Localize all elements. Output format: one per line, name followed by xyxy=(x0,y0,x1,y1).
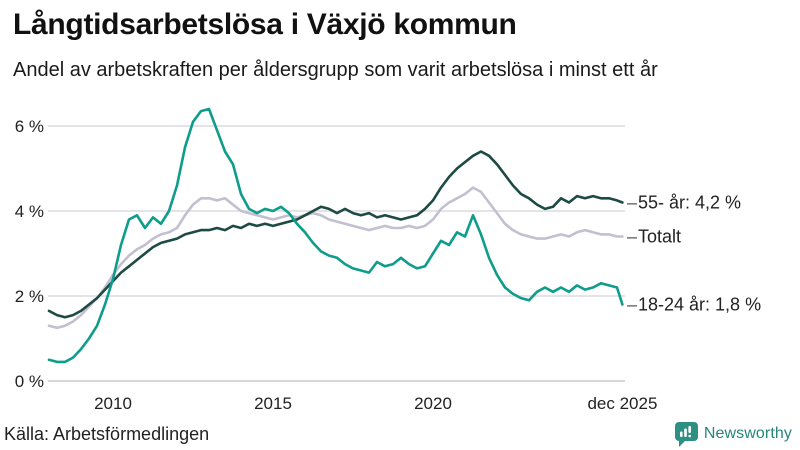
line-totalt xyxy=(47,186,624,330)
y-tick-label: 6 % xyxy=(15,117,44,136)
series-lines-layer xyxy=(47,107,624,364)
brand-name: Newsworthy xyxy=(703,425,792,442)
line-55-r xyxy=(47,150,624,319)
legend-layer: – Totalt– 55- år: 4,2 %– 18-24 år: 1,8 % xyxy=(627,193,761,315)
legend-connector-totalt: – xyxy=(627,227,637,247)
legend-label-18-24-r: 18-24 år: 1,8 % xyxy=(638,295,761,315)
legend-label-totalt: Totalt xyxy=(638,227,681,247)
legend-connector-18-24-r: – xyxy=(627,295,637,315)
x-tick-label: 2010 xyxy=(94,394,132,413)
legend-connector-55-r: – xyxy=(627,193,637,213)
x-tick-label: 2020 xyxy=(414,394,452,413)
x-tick-label: 2015 xyxy=(254,394,292,413)
y-tick-label: 4 % xyxy=(15,202,44,221)
x-tick-label: dec 2025 xyxy=(587,394,657,413)
chart-subtitle: Andel av arbetskraften per åldersgrupp s… xyxy=(13,59,658,81)
newsworthy-logo-icon xyxy=(674,421,698,447)
source-credit: Källa: Arbetsförmedlingen xyxy=(4,424,210,444)
brand-lockup: Newsworthy xyxy=(674,421,792,447)
y-tick-label: 0 % xyxy=(15,372,44,391)
legend-label-55-r: 55- år: 4,2 % xyxy=(638,193,741,213)
axis-ticks-layer: 0 % 2 % 4 % 6 % 2010 2015 2020 dec 2025 xyxy=(15,117,658,413)
y-tick-label: 2 % xyxy=(15,287,44,306)
gridlines-layer xyxy=(48,125,625,382)
line-18-24-r xyxy=(47,107,624,364)
page-title: Långtidsarbetslösa i Växjö kommun xyxy=(13,8,517,41)
